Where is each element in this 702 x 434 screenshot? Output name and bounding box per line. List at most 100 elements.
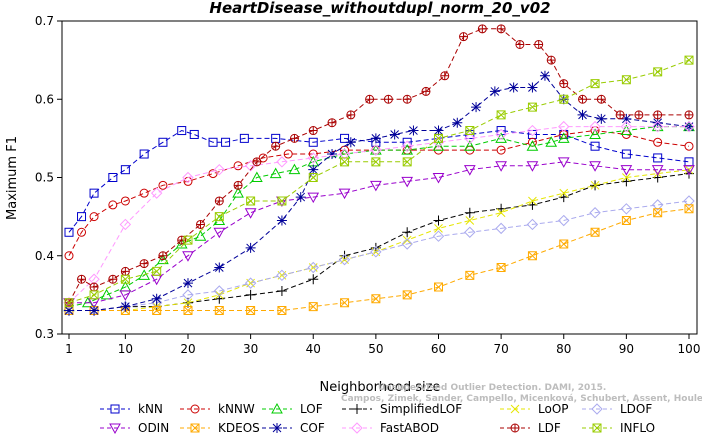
legend-item-lof: LOF bbox=[262, 402, 323, 416]
data-point-inflo bbox=[559, 94, 569, 104]
data-point-inflo bbox=[371, 157, 381, 167]
y-tick-label: 0.7 bbox=[35, 14, 54, 28]
data-point-knn bbox=[158, 137, 168, 147]
data-point-cof bbox=[408, 125, 419, 136]
data-point-ldf bbox=[77, 275, 86, 284]
data-point-ldf bbox=[290, 134, 299, 143]
data-point-fastabod bbox=[432, 136, 445, 148]
data-point-ldf bbox=[616, 110, 625, 119]
data-point-fastabod bbox=[338, 148, 351, 160]
data-point-kdeos bbox=[590, 227, 600, 237]
data-point-ldf bbox=[158, 251, 168, 261]
y-tick-label: 0.3 bbox=[35, 327, 54, 341]
data-point-loop bbox=[402, 235, 412, 245]
data-point-odin bbox=[182, 251, 194, 262]
data-point-lof bbox=[526, 140, 539, 151]
data-point-ldof bbox=[432, 230, 445, 242]
data-point-fastabod bbox=[119, 218, 132, 231]
data-point-odin bbox=[338, 188, 351, 200]
data-point-ldf bbox=[121, 267, 130, 276]
data-point-inflo bbox=[183, 235, 193, 245]
data-point-knn bbox=[120, 165, 130, 175]
data-point-knn bbox=[108, 173, 118, 182]
data-point-kdeos bbox=[308, 302, 318, 312]
data-point-ldof bbox=[464, 226, 476, 238]
legend-item-loop: LoOP bbox=[500, 402, 569, 416]
data-point-lof bbox=[545, 136, 558, 147]
series-line-ldf bbox=[68, 28, 689, 303]
data-point-lof bbox=[495, 132, 507, 143]
legend-marker bbox=[511, 424, 519, 432]
data-point-fastabod bbox=[307, 152, 319, 164]
data-point-knn bbox=[239, 133, 249, 143]
legend-label: LDOF bbox=[620, 402, 652, 416]
series-knnw bbox=[64, 126, 694, 261]
data-point-ldf bbox=[559, 79, 569, 89]
x-tick-label: 20 bbox=[180, 342, 195, 356]
legend-label: INFLO bbox=[620, 421, 655, 434]
data-point-inflo bbox=[89, 290, 99, 300]
data-point-inflo bbox=[277, 196, 287, 206]
data-point-loop bbox=[622, 173, 631, 182]
data-point-ldf bbox=[653, 110, 662, 119]
data-point-ldf bbox=[271, 141, 281, 151]
legend-marker bbox=[272, 423, 282, 433]
data-point-kdeos bbox=[496, 262, 506, 272]
data-point-fastabod bbox=[276, 156, 288, 168]
legend-item-cof: COF bbox=[262, 421, 325, 434]
series-kdeos bbox=[64, 204, 694, 316]
data-point-knnw bbox=[158, 180, 168, 190]
series-line-ldof bbox=[69, 200, 690, 311]
data-point-loop bbox=[653, 169, 663, 178]
legend-marker bbox=[271, 402, 283, 414]
legend-label: LDF bbox=[538, 421, 561, 434]
series-inflo bbox=[64, 55, 694, 308]
data-point-ldf bbox=[596, 94, 606, 104]
data-point-fastabod bbox=[150, 187, 163, 199]
data-point-lof bbox=[432, 140, 445, 151]
data-point-fastabod bbox=[213, 163, 226, 176]
data-point-ldf bbox=[615, 110, 625, 120]
data-point-ldof bbox=[401, 238, 413, 250]
x-tick-label: 100 bbox=[678, 342, 701, 356]
data-point-cof bbox=[577, 109, 588, 120]
data-point-ldf bbox=[578, 94, 588, 104]
legend-marker bbox=[110, 404, 120, 414]
data-point-lof bbox=[463, 140, 476, 151]
legend-marker bbox=[510, 404, 520, 414]
data-point-ldof bbox=[150, 296, 163, 309]
data-point-cof bbox=[120, 301, 131, 312]
data-point-ldf bbox=[578, 95, 587, 104]
data-point-ldf bbox=[653, 110, 663, 120]
y-tick-label: 0.5 bbox=[35, 171, 54, 185]
y-tick-label: 0.4 bbox=[35, 249, 54, 263]
data-point-inflo bbox=[340, 157, 350, 167]
y-axis-label: Maximum F1 bbox=[5, 136, 20, 220]
data-point-ldf bbox=[634, 110, 644, 120]
data-point-lof bbox=[138, 269, 151, 280]
data-point-ldf bbox=[108, 274, 118, 284]
x-axis-label: Neighborhood size bbox=[320, 380, 441, 395]
data-point-ldf bbox=[328, 118, 337, 127]
legend-item-ldof: LDOF bbox=[582, 402, 652, 416]
data-point-ldf bbox=[308, 126, 318, 136]
data-point-fastabod bbox=[558, 120, 570, 133]
data-point-knn bbox=[221, 137, 231, 147]
data-point-ldf bbox=[477, 24, 487, 34]
legend-item-ldf: LDF bbox=[500, 421, 561, 434]
data-point-ldof bbox=[651, 199, 664, 211]
data-point-loop bbox=[590, 180, 600, 190]
data-point-knnw bbox=[139, 188, 149, 198]
data-point-fastabod bbox=[651, 120, 664, 133]
data-point-inflo bbox=[527, 102, 537, 112]
series-line-knnw bbox=[68, 129, 690, 256]
data-point-ldf bbox=[402, 94, 412, 104]
data-point-fastabod bbox=[620, 120, 633, 133]
data-point-cof bbox=[276, 215, 287, 226]
data-point-cof bbox=[527, 82, 538, 93]
legend-marker bbox=[510, 423, 520, 433]
data-point-kdeos bbox=[684, 204, 694, 214]
legend-label: ODIN bbox=[138, 421, 169, 434]
data-point-ldf bbox=[271, 142, 280, 151]
